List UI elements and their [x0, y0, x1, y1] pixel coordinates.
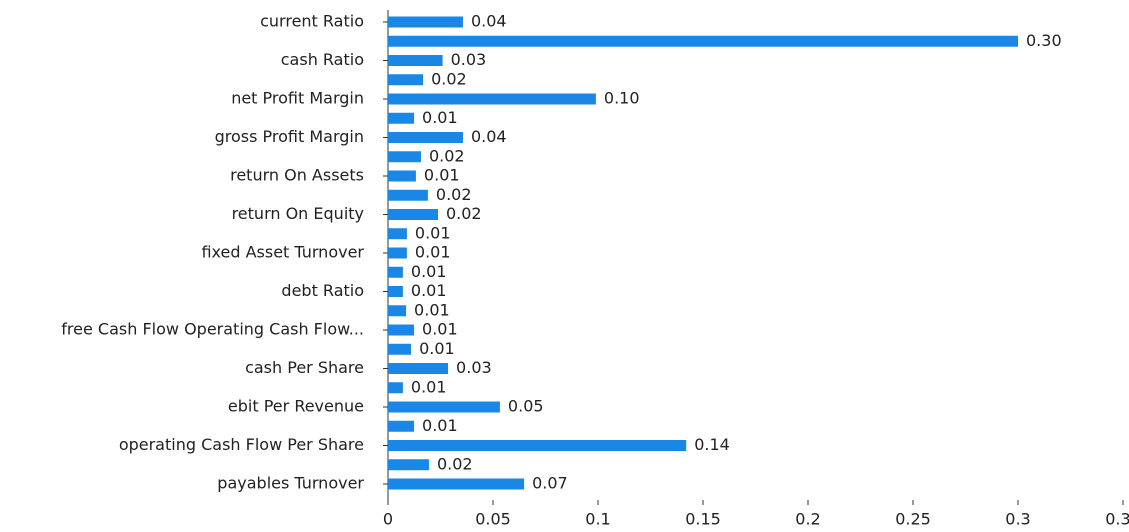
x-tick-label: 0.1	[585, 510, 610, 529]
value-label: 0.01	[414, 300, 450, 319]
value-label: 0.01	[411, 262, 447, 281]
value-label: 0.04	[471, 12, 507, 31]
bar	[388, 228, 407, 240]
y-tick-label: return On Assets	[230, 166, 364, 185]
value-label: 0.07	[532, 474, 568, 493]
value-label: 0.04	[471, 127, 507, 146]
value-label: 0.01	[415, 223, 451, 242]
value-label: 0.01	[422, 108, 458, 127]
x-tick-label: 0.35	[1105, 510, 1129, 529]
value-label: 0.03	[451, 50, 487, 69]
bar	[388, 440, 687, 451]
bar	[388, 305, 407, 317]
y-tick-label: cash Per Share	[245, 358, 364, 377]
value-label: 0.10	[604, 89, 640, 108]
bar	[388, 132, 463, 143]
y-tick-label: free Cash Flow Operating Cash Flow...	[61, 320, 364, 339]
bar	[388, 151, 421, 163]
x-tick-label: 0	[383, 510, 393, 529]
value-label: 0.02	[436, 185, 472, 204]
y-tick-label: gross Profit Margin	[215, 127, 364, 146]
y-tick-label: net Profit Margin	[231, 89, 364, 108]
bar	[388, 266, 403, 278]
y-tick-label: return On Equity	[232, 204, 364, 223]
value-label: 0.30	[1026, 31, 1062, 50]
x-tick-label: 0.25	[895, 510, 931, 529]
bar	[388, 189, 428, 201]
bar	[388, 459, 429, 471]
bar	[388, 209, 438, 220]
value-label: 0.01	[415, 243, 451, 262]
value-label: 0.05	[508, 397, 544, 416]
value-label: 0.01	[424, 166, 460, 185]
bar	[388, 401, 500, 413]
value-label: 0.01	[422, 416, 458, 435]
x-tick-label: 0.15	[685, 510, 721, 529]
x-tick-label: 0.2	[795, 510, 820, 529]
value-label: 0.02	[429, 146, 465, 165]
bar	[388, 286, 403, 297]
bar	[388, 343, 412, 355]
bar	[388, 420, 415, 432]
value-label: 0.02	[446, 204, 482, 223]
y-tick-label: fixed Asset Turnover	[201, 243, 364, 262]
x-tick-label: 0.3	[1005, 510, 1030, 529]
y-tick-label: debt Ratio	[281, 281, 364, 300]
bar	[388, 55, 443, 66]
y-tick-label: operating Cash Flow Per Share	[119, 435, 364, 454]
bar	[388, 74, 424, 86]
bar	[388, 93, 596, 105]
bar	[388, 247, 407, 259]
value-label: 0.01	[411, 377, 447, 396]
bar	[388, 478, 525, 490]
y-tick-label: cash Ratio	[281, 50, 364, 69]
bar	[388, 170, 416, 182]
y-tick-label: current Ratio	[260, 12, 364, 31]
value-label: 0.03	[456, 358, 492, 377]
value-label: 0.14	[694, 435, 730, 454]
value-label: 0.01	[422, 320, 458, 339]
bar	[388, 363, 449, 374]
y-tick-label: payables Turnover	[217, 474, 364, 493]
value-label: 0.02	[431, 69, 467, 88]
value-label: 0.01	[411, 281, 447, 300]
value-label: 0.01	[419, 339, 455, 358]
value-label: 0.02	[437, 454, 473, 473]
bar	[388, 16, 463, 28]
bar	[388, 382, 403, 394]
y-tick-label: ebit Per Revenue	[228, 397, 364, 416]
bar	[388, 112, 415, 124]
bar	[388, 35, 1018, 47]
bar	[388, 324, 415, 336]
x-tick-label: 0.05	[475, 510, 511, 529]
